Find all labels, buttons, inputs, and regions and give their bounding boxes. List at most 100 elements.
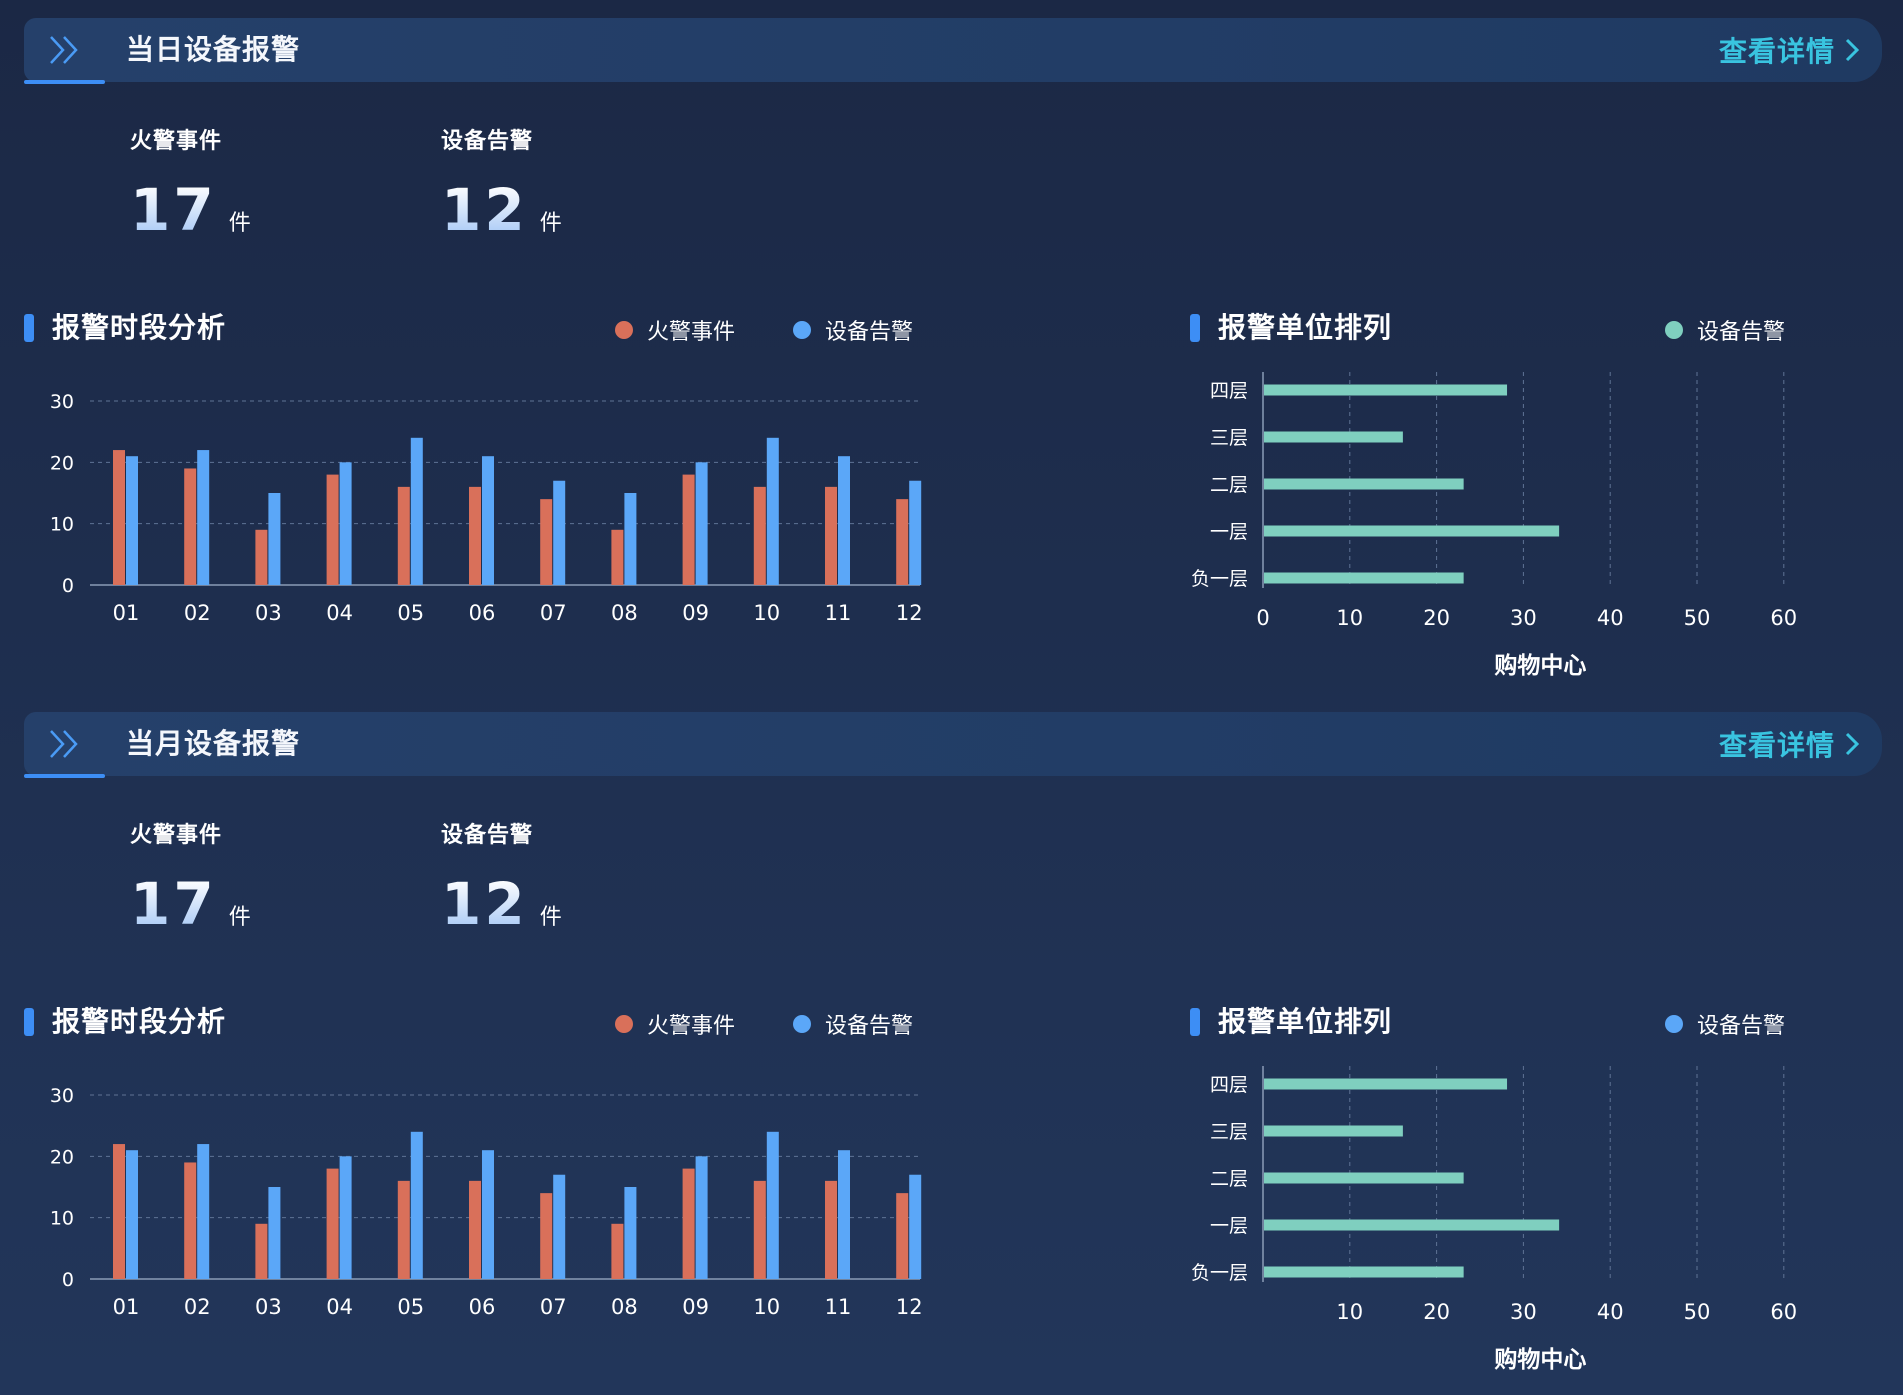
floor-bar	[1264, 478, 1464, 490]
stat-value: 12	[441, 870, 528, 938]
x-tick-label: 60	[1770, 606, 1797, 630]
device-bar	[553, 1174, 566, 1279]
x-tick-label: 08	[611, 1295, 638, 1319]
title-bar-mark	[24, 1008, 34, 1036]
title-bar-mark	[24, 314, 34, 342]
view-details-label: 查看详情	[1718, 729, 1835, 762]
device-bar	[197, 450, 210, 585]
period-bar-chart: 0 10 20 30 01 02 03 04 05 06 07 08 09 10 11 12	[50, 391, 923, 625]
x-tick-label: 04	[326, 601, 353, 625]
device-bar	[695, 462, 708, 585]
period-analysis-title: 报警时段分析	[24, 1004, 226, 1040]
x-tick-label: 03	[255, 601, 282, 625]
device-bar	[766, 1131, 779, 1279]
y-tick-label: 负一层	[1191, 568, 1248, 590]
legend-item-device: 设备告警	[793, 1008, 913, 1040]
x-tick-label: 0	[1256, 606, 1269, 630]
stat-label: 火警事件	[130, 823, 223, 848]
device-bar	[268, 1187, 281, 1279]
fire-bar	[825, 486, 837, 585]
x-tick-label: 09	[682, 601, 709, 625]
stat-value: 17	[130, 870, 217, 938]
chevron-right-icon	[1845, 732, 1859, 756]
panel-header	[24, 18, 1882, 82]
device-bar	[838, 456, 850, 585]
device-alarm-stat: 设备告警 12 件	[441, 128, 562, 242]
y-tick-label: 负一层	[1191, 1262, 1248, 1284]
unit-ranking-title: 报警单位排列	[1190, 1004, 1392, 1040]
fire-bar	[682, 474, 695, 585]
double-chevron-right-icon	[50, 730, 78, 758]
y-tick-label: 一层	[1210, 1215, 1248, 1237]
fire-bar	[896, 499, 909, 585]
device-bar	[624, 493, 637, 585]
x-tick-label: 10	[753, 1295, 780, 1319]
device-bar	[339, 1156, 352, 1279]
panel-header	[24, 712, 1882, 776]
fire-bar	[896, 1193, 909, 1279]
x-tick-label: 07	[540, 601, 567, 625]
panel-title: 当日设备报警	[126, 33, 301, 66]
stat-value: 12	[441, 176, 528, 244]
view-details-link[interactable]: 查看详情	[1719, 726, 1859, 762]
y-tick-label: 三层	[1210, 1121, 1248, 1143]
view-details-link[interactable]: 查看详情	[1719, 32, 1859, 68]
period-analysis-label: 报警时段分析	[52, 1005, 227, 1038]
panel-title: 当月设备报警	[126, 727, 301, 760]
device-bar	[553, 480, 566, 585]
period-legend: 火警事件 设备告警	[615, 314, 913, 346]
stat-unit: 件	[539, 211, 562, 236]
chevron-right-icon	[1845, 38, 1859, 62]
floor-bar	[1264, 1078, 1508, 1090]
y-tick-label: 四层	[1210, 380, 1248, 402]
fire-bar	[113, 450, 125, 585]
x-tick-label: 50	[1684, 606, 1711, 630]
x-tick-label: 11	[825, 601, 852, 625]
fire-bar	[469, 486, 481, 585]
period-analysis-title: 报警时段分析	[24, 310, 226, 346]
legend-label: 设备告警	[1697, 320, 1786, 345]
legend-label: 火警事件	[647, 320, 736, 345]
fire-bar	[326, 1168, 339, 1279]
legend-dot	[793, 321, 812, 339]
device-bar	[838, 1150, 850, 1279]
x-tick-label: 30	[1510, 606, 1537, 630]
floor-bar	[1264, 1172, 1464, 1184]
device-bar	[482, 1150, 494, 1279]
x-tick-label: 05	[397, 601, 424, 625]
y-tick-label: 20	[50, 1146, 74, 1168]
stat-unit: 件	[539, 905, 562, 930]
device-bar	[909, 1174, 922, 1279]
y-tick-label: 30	[50, 1085, 74, 1107]
y-tick-label: 10	[50, 514, 74, 536]
x-tick-label: 20	[1423, 1300, 1450, 1324]
legend-dot	[615, 1015, 633, 1033]
x-tick-label: 12	[896, 601, 923, 625]
fire-bar	[753, 486, 766, 585]
y-tick-label: 30	[50, 391, 74, 413]
device-bar	[410, 1131, 423, 1279]
legend-item-device: 设备告警	[1665, 1008, 1785, 1040]
x-tick-label: 01	[113, 1295, 140, 1319]
fire-bar	[326, 474, 339, 585]
device-bar	[126, 1150, 138, 1279]
y-tick-label: 0	[62, 1269, 74, 1291]
x-tick-label: 02	[184, 1295, 211, 1319]
y-tick-label: 0	[62, 575, 74, 597]
view-details-label: 查看详情	[1718, 35, 1835, 68]
y-tick-label: 10	[50, 1208, 74, 1230]
device-bar	[482, 456, 494, 585]
unit-ranking-title: 报警单位排列	[1190, 310, 1392, 346]
x-tick-label: 50	[1684, 1300, 1711, 1324]
period-analysis-label: 报警时段分析	[52, 311, 227, 344]
x-tick-label: 20	[1423, 606, 1450, 630]
fire-bar	[113, 1144, 125, 1279]
unit-legend: 设备告警	[1665, 314, 1785, 346]
x-axis-label: 购物中心	[1494, 652, 1586, 679]
fire-bar	[540, 499, 553, 585]
period-bar-chart: 0 10 20 30 01 02 03 04 05 06 07 08 09 10 11 12	[50, 1085, 923, 1319]
x-tick-label: 12	[896, 1295, 923, 1319]
legend-item-fire: 火警事件	[615, 314, 735, 346]
